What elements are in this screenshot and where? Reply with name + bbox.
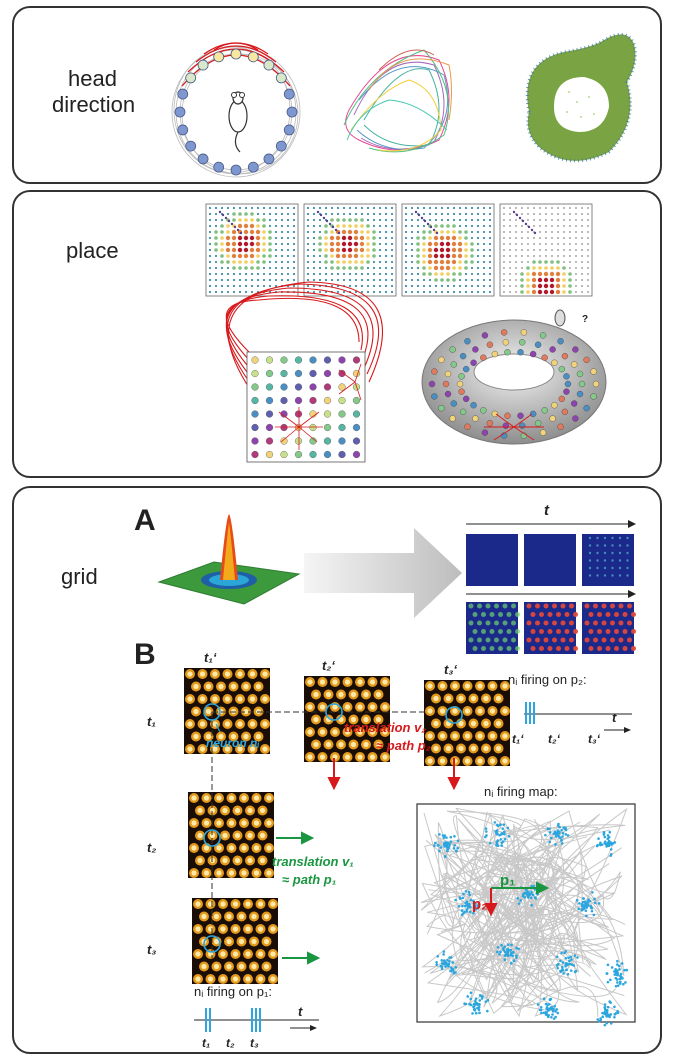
head-direction-trajectory-plot — [343, 49, 452, 153]
translation-v1-line1: translation v₁ — [272, 854, 354, 869]
translation-v1-line2: ≈ path p₁ — [282, 872, 337, 887]
section-b-label: B — [134, 638, 156, 671]
tprime-2-label: t₂‘ — [322, 658, 335, 673]
spike-t2: t₂ — [226, 1036, 235, 1050]
ring-attractor-diagram — [171, 42, 301, 178]
t3-label: t₃ — [147, 942, 157, 957]
firing-map-label: nᵢ firing map: — [484, 784, 558, 799]
spike-tprime-1: t₁‘ — [512, 732, 524, 746]
spike-tprime-2: t₂‘ — [548, 732, 560, 746]
time-label-a: t — [544, 502, 549, 519]
firing-map — [416, 803, 636, 1027]
neuron-label: neuron nᵢ — [206, 736, 260, 750]
spike-tprime-3: t₃‘ — [588, 732, 600, 746]
head-direction-panel: head direction — [12, 6, 662, 184]
place-panel: place ? — [12, 190, 662, 478]
tprime-1-label: t₁‘ — [204, 650, 217, 665]
head-direction-label-line1: head — [68, 66, 117, 91]
grid-panel: grid A B t t₁‘ t₂‘ t₃‘ t₁ t₂ t₃ — [12, 486, 662, 1054]
grid-label: grid — [61, 564, 98, 589]
place-label: place — [66, 238, 119, 263]
place-cell-sheet-diagram — [225, 281, 384, 463]
p2-label: p₂ — [472, 896, 488, 913]
spike-axis-t-label: t — [612, 710, 617, 725]
spike-train-p2 — [524, 702, 632, 733]
spike-t1: t₁ — [202, 1036, 211, 1050]
translation-v2-line2: ≈ path p₂ — [376, 738, 431, 753]
mouse-icon — [228, 91, 248, 153]
section-a-label: A — [134, 504, 156, 537]
firing-on-p1-label: nᵢ firing on p₁: — [194, 984, 272, 999]
t2-label: t₂ — [147, 840, 157, 855]
mexican-hat-kernel — [157, 514, 301, 605]
place-question-mark: ? — [582, 314, 589, 325]
firing-on-p2-label: nᵢ firing on p₂: — [508, 672, 587, 687]
spike-t3: t₃ — [250, 1036, 259, 1050]
place-field-snapshots — [205, 203, 593, 327]
spike-train-p1 — [194, 1008, 319, 1032]
translation-v2-line1: translation v₂ — [344, 720, 427, 735]
time-axis-a — [466, 520, 636, 528]
activity-snapshots-grid — [466, 534, 636, 654]
grid-cell-frames — [184, 668, 632, 984]
place-torus-diagram — [421, 319, 607, 445]
head-direction-point-cloud — [525, 32, 637, 163]
spike-axis-t-label-bottom: t — [298, 1004, 303, 1019]
p1-label: p₁ — [500, 872, 516, 889]
head-direction-label-line2: direction — [52, 92, 136, 117]
t1-label: t₁ — [147, 714, 156, 729]
tprime-3-label: t₃‘ — [444, 662, 457, 677]
evolution-arrow — [304, 528, 462, 618]
